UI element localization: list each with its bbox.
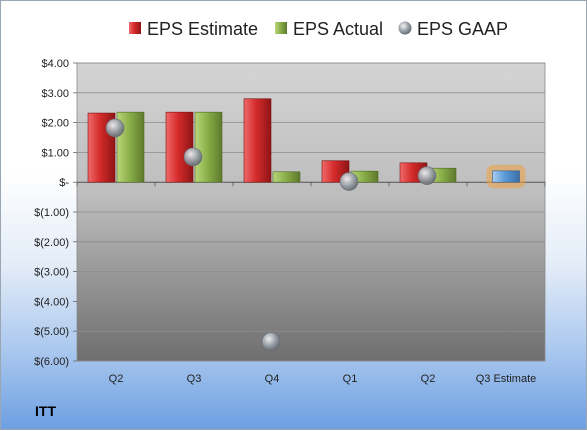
x-tick-label: Q2 [421, 373, 436, 385]
y-tick-label: $4.00 [41, 58, 69, 70]
point-eps-gaap [105, 118, 125, 138]
x-tick-label: Q4 [265, 373, 280, 385]
legend: EPS Estimate EPS Actual EPS GAAP [129, 19, 508, 39]
x-tick-label: Q3 [187, 373, 202, 385]
legend-item-eps-actual: EPS Actual [275, 19, 383, 39]
y-axis: $4.00 $3.00 $2.00 $1.00 $- $(1.00) $(2.00) $(3.… [34, 58, 77, 368]
y-tick-label: $1.00 [41, 147, 69, 159]
bar-eps-estimate [165, 111, 194, 183]
point-eps-gaap [417, 166, 437, 185]
x-tick-label: Q1 [343, 373, 358, 385]
y-tick-label: $(1.00) [34, 207, 69, 219]
y-tick-label: $(5.00) [34, 326, 69, 338]
data-marks [87, 98, 526, 351]
legend-item-eps-gaap: EPS GAAP [398, 19, 508, 39]
y-tick-label: $- [59, 177, 69, 189]
legend-item-eps-estimate: EPS Estimate [129, 19, 258, 39]
legend-label-estimate: EPS Estimate [147, 19, 258, 39]
y-tick-label: $(2.00) [34, 237, 69, 249]
legend-label-actual: EPS Actual [293, 19, 383, 39]
company-name: ITT [35, 403, 56, 419]
x-tick-label: Q2 [109, 373, 124, 385]
legend-swatch-estimate [129, 22, 141, 34]
bar-eps-estimate [243, 98, 272, 183]
y-tick-label: $3.00 [41, 88, 69, 100]
x-axis: Q2 Q3 Q4 Q1 Q2 Q3 Estimate [76, 182, 546, 385]
point-eps-gaap [339, 172, 359, 191]
y-tick-label: $(3.00) [34, 267, 69, 279]
legend-swatch-actual [275, 22, 287, 34]
y-tick-label: $2.00 [41, 118, 69, 130]
y-tick-label: $(4.00) [34, 296, 69, 308]
bar-eps-actual [272, 171, 301, 183]
bar-next-estimate [492, 170, 520, 183]
y-tick-label: $(6.00) [34, 356, 69, 368]
bar-eps-actual [194, 111, 223, 183]
legend-swatch-gaap [398, 21, 412, 35]
point-eps-gaap [183, 147, 203, 167]
x-tick-label: Q3 Estimate [476, 373, 537, 385]
gridlines [77, 62, 545, 362]
point-eps-gaap [261, 332, 281, 351]
legend-label-gaap: EPS GAAP [417, 19, 508, 39]
